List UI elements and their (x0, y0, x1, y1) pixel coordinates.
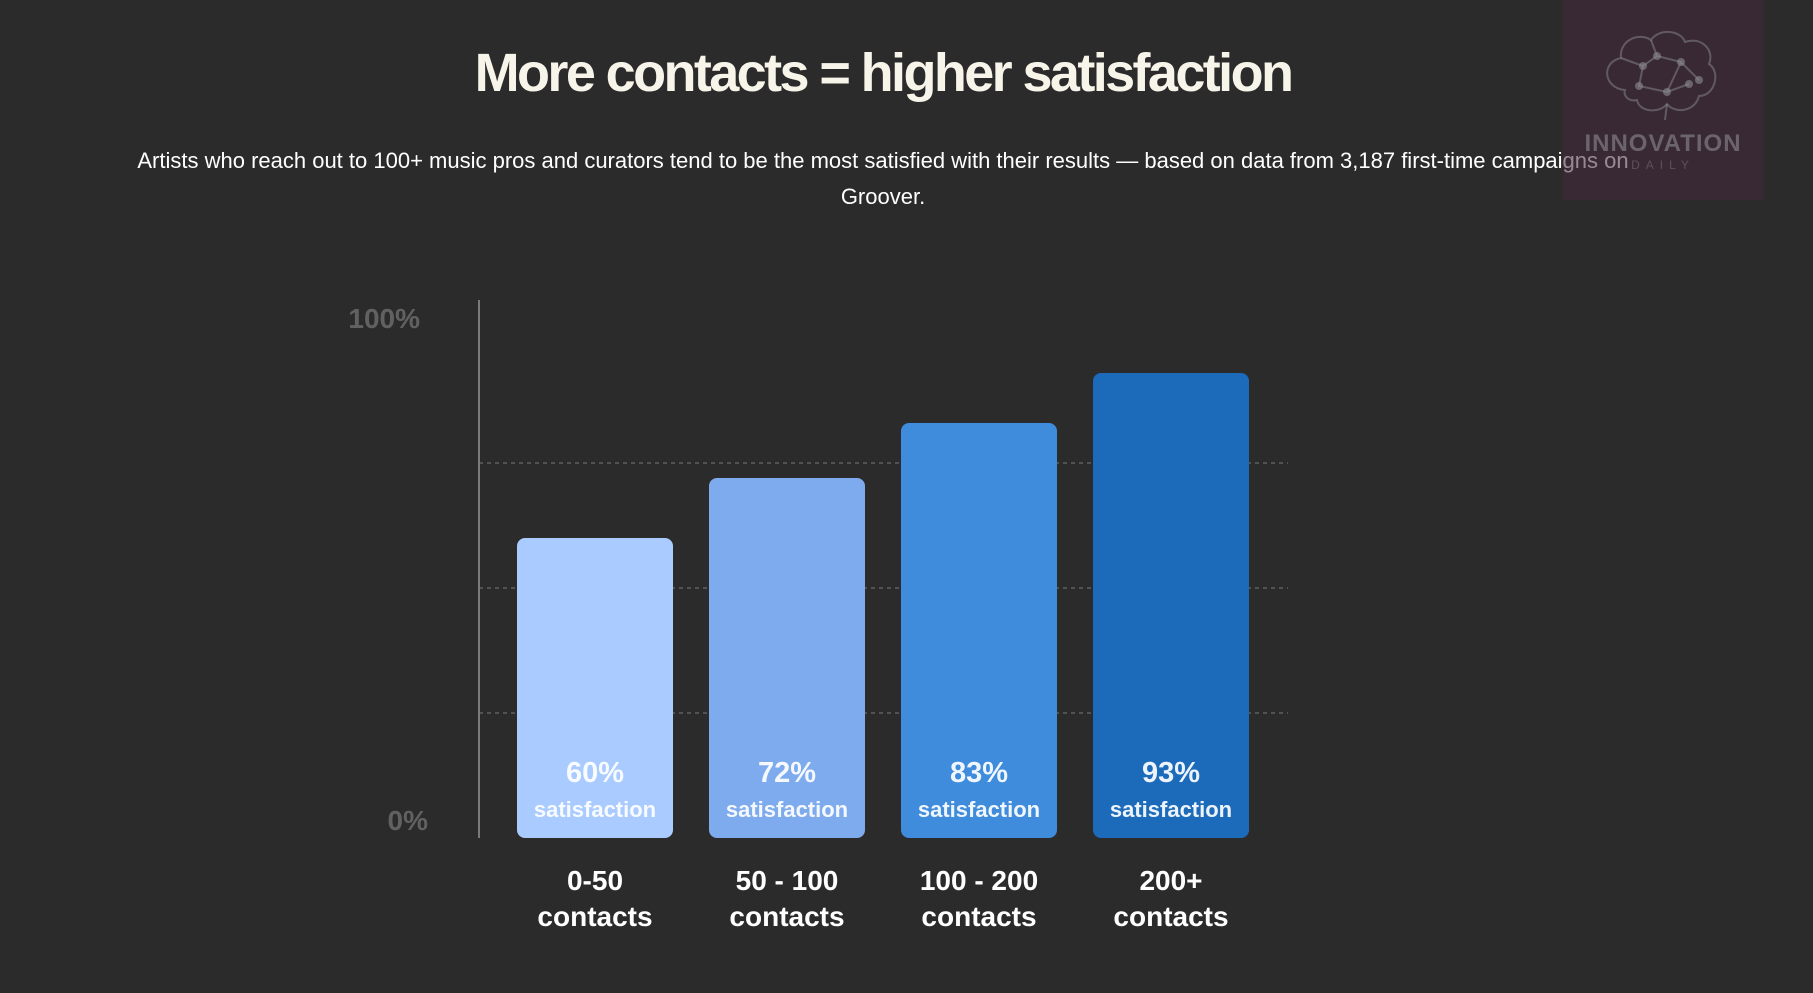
y-tick-label-min: 0% (388, 805, 429, 836)
bar-value-label-2: 72% (758, 757, 816, 789)
brain-network-icon (1606, 31, 1717, 121)
x-tick-label-3: 100 - 200 (920, 865, 1038, 896)
bar-value-sublabel-3: satisfaction (918, 797, 1040, 822)
bar-value-label-1: 60% (566, 757, 624, 789)
x-tick-sublabel-4: contacts (1113, 901, 1228, 932)
chart-title: More contacts = higher satisfaction (474, 43, 1294, 103)
bar-value-sublabel-4: satisfaction (1110, 797, 1232, 822)
x-tick-sublabel-1: contacts (537, 901, 652, 932)
bar-3 (901, 423, 1057, 838)
x-tick-label-2: 50 - 100 (736, 865, 839, 896)
logo-subname: DAILY (1631, 158, 1695, 172)
x-tick-label-1: 0-50 (567, 865, 623, 896)
bar-2 (709, 478, 865, 838)
bar-value-sublabel-1: satisfaction (534, 797, 656, 822)
logo-name: INNOVATION (1584, 130, 1742, 157)
bar-1 (517, 538, 673, 838)
bar-value-label-4: 93% (1142, 757, 1200, 789)
innovation-daily-logo: INNOVATION DAILY (1563, 0, 1763, 200)
x-tick-sublabel-2: contacts (729, 901, 844, 932)
x-tick-sublabel-3: contacts (921, 901, 1036, 932)
bar-value-sublabel-2: satisfaction (726, 797, 848, 822)
bar-value-label-3: 83% (950, 757, 1008, 789)
y-tick-label-max: 100% (348, 303, 420, 334)
x-tick-label-4: 200+ (1139, 865, 1202, 896)
bar-4 (1093, 373, 1249, 838)
chart-subtitle: Artists who reach out to 100+ music pros… (137, 148, 1629, 209)
